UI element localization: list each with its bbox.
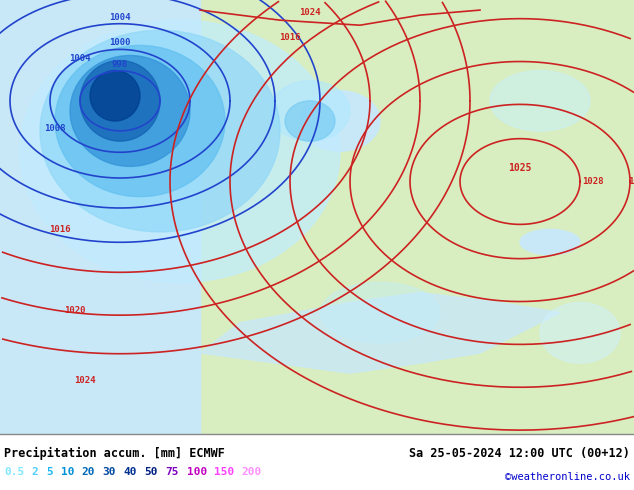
Ellipse shape <box>320 282 440 343</box>
Text: Sa 25-05-2024 12:00 UTC (00+12): Sa 25-05-2024 12:00 UTC (00+12) <box>409 447 630 460</box>
Text: 20: 20 <box>82 466 95 477</box>
Text: 1004: 1004 <box>109 13 131 22</box>
Ellipse shape <box>540 302 620 363</box>
Ellipse shape <box>300 91 380 151</box>
Text: 1025: 1025 <box>508 164 532 173</box>
Ellipse shape <box>40 30 280 232</box>
Text: 1024: 1024 <box>628 177 634 186</box>
Text: 1016: 1016 <box>279 33 301 42</box>
Ellipse shape <box>90 71 140 121</box>
Ellipse shape <box>55 46 225 196</box>
Ellipse shape <box>20 20 340 282</box>
Text: 1004: 1004 <box>69 53 91 63</box>
Text: 200: 200 <box>242 466 262 477</box>
Text: 150: 150 <box>214 466 234 477</box>
Bar <box>0 0 200 434</box>
Text: 1008: 1008 <box>44 124 66 133</box>
Polygon shape <box>200 293 560 373</box>
Text: 1000: 1000 <box>109 38 131 48</box>
Text: 75: 75 <box>165 466 179 477</box>
Text: 30: 30 <box>103 466 116 477</box>
Text: 2: 2 <box>32 466 38 477</box>
Text: 1020: 1020 <box>64 306 86 315</box>
Text: 0.5: 0.5 <box>4 466 24 477</box>
Text: 1024: 1024 <box>74 376 96 385</box>
Text: 100: 100 <box>186 466 207 477</box>
Text: 998: 998 <box>112 60 128 69</box>
Text: 40: 40 <box>124 466 137 477</box>
Ellipse shape <box>490 71 590 131</box>
Text: Precipitation accum. [mm] ECMWF: Precipitation accum. [mm] ECMWF <box>4 447 225 460</box>
Text: 5: 5 <box>46 466 53 477</box>
Text: 10: 10 <box>60 466 74 477</box>
Text: ©weatheronline.co.uk: ©weatheronline.co.uk <box>505 472 630 482</box>
Text: 1024: 1024 <box>299 8 321 17</box>
Ellipse shape <box>520 229 580 255</box>
Text: 50: 50 <box>145 466 158 477</box>
Ellipse shape <box>80 60 160 141</box>
Text: 1028: 1028 <box>582 177 604 186</box>
Text: 1016: 1016 <box>49 225 71 234</box>
Ellipse shape <box>285 101 335 141</box>
Ellipse shape <box>70 55 190 167</box>
Ellipse shape <box>270 81 350 141</box>
